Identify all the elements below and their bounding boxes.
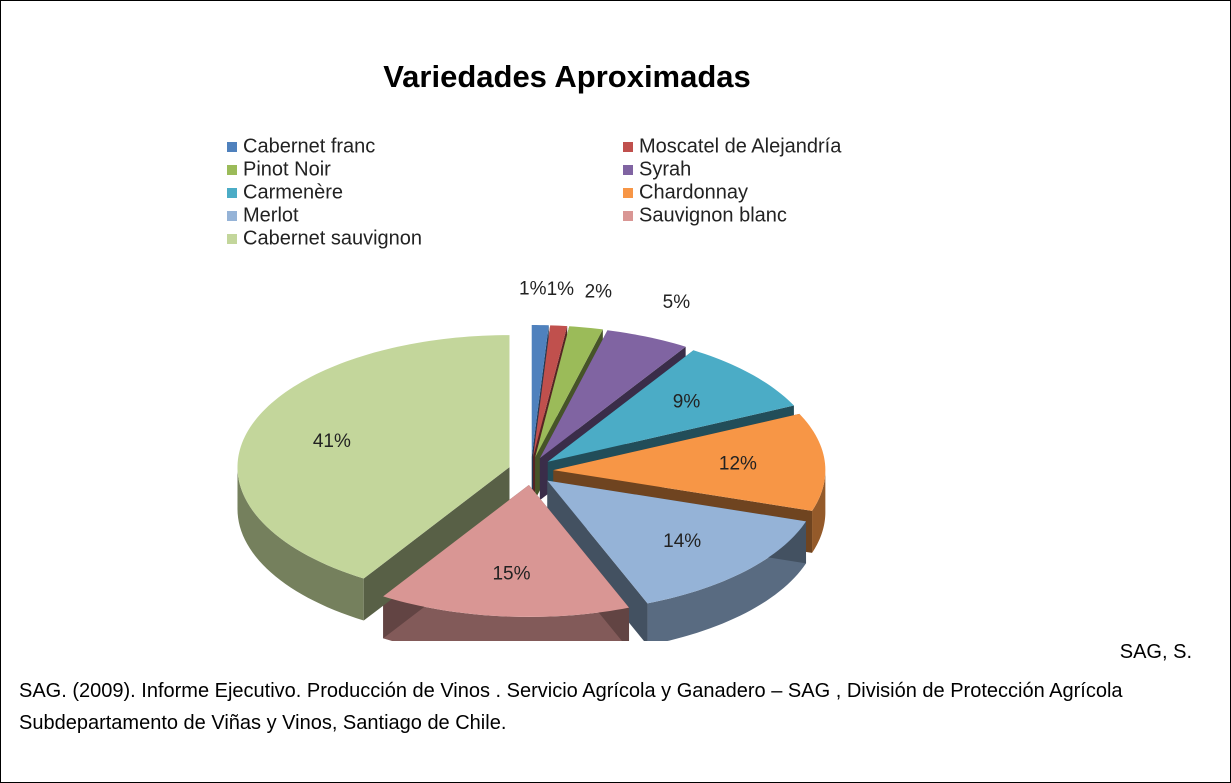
legend-swatch [623,211,633,221]
pie-tops [237,325,826,617]
chart-title: Variedades Aproximadas [383,59,751,94]
data-label: 15% [492,563,530,584]
data-label: 14% [663,531,701,552]
data-label: 5% [663,292,691,313]
pie-slice [383,484,630,617]
legend-label: Cabernet franc [243,135,375,157]
reference-text: SAG. (2009). Informe Ejecutivo. Producci… [19,680,1123,734]
legend-swatch [623,188,633,198]
data-label: 12% [719,454,757,475]
legend-label: Sauvignon blanc [639,204,787,226]
legend-label: Carmenère [243,181,343,203]
data-label: 2% [585,281,613,302]
reference-author: SAG, S. [1119,641,1192,663]
pie-slice-side [647,521,807,641]
pie-slice-side [812,470,826,553]
legend-swatch [227,234,237,244]
pie-slice [237,335,510,579]
legend-swatch [227,142,237,152]
pie-slice [539,330,686,459]
pie-slice-side [237,467,364,621]
pie-slice [535,326,603,458]
legend-label: Chardonnay [639,181,748,203]
legend-label: Syrah [639,158,691,180]
legend-label: Pinot Noir [243,158,331,180]
legend-swatch [227,188,237,198]
data-label: 41% [313,431,351,452]
data-label: 9% [673,391,701,412]
pie-slice-wall [363,467,510,621]
chart: Variedades Aproximadas Cabernet franc Mos… [227,59,842,641]
pie-slice [553,413,826,511]
legend-swatch [623,165,633,175]
pie-slice [547,350,794,462]
legend-label: Moscatel de Alejandría [639,135,842,157]
pie-slice-side [383,596,630,641]
legend-label: Cabernet sauvignon [243,227,422,249]
legend-swatch [623,142,633,152]
data-label: 1% [519,278,547,299]
pie-slice [547,480,807,604]
pie-slice [531,325,549,458]
legend-swatch [227,211,237,221]
legend-label: Merlot [243,204,299,226]
data-label: 1% [547,279,575,300]
legend-swatch [227,165,237,175]
pie-slice [533,325,568,458]
